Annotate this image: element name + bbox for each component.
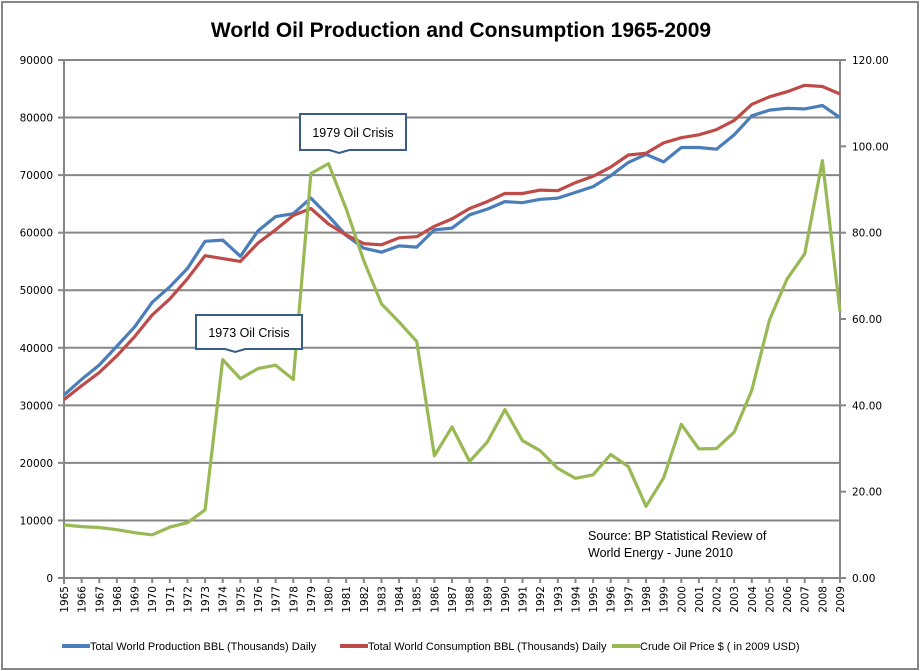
x-tick-label: 1969 bbox=[130, 586, 142, 613]
left-tick-label: 10000 bbox=[20, 515, 53, 527]
x-tick-label: 1992 bbox=[535, 586, 547, 613]
gridlines bbox=[64, 59, 840, 522]
x-tick-label: 1990 bbox=[500, 586, 512, 613]
annotation-callout bbox=[195, 314, 303, 354]
x-tick-label: 1989 bbox=[482, 586, 494, 613]
x-tick-label: 1976 bbox=[253, 586, 265, 613]
x-tick-label: 1987 bbox=[447, 586, 459, 613]
left-tick-label: 90000 bbox=[20, 55, 53, 67]
left-tick-label: 70000 bbox=[20, 170, 53, 182]
x-tick-label: 1984 bbox=[394, 586, 406, 613]
right-tick-label: 60.00 bbox=[852, 314, 882, 326]
x-tick-label: 1966 bbox=[77, 586, 89, 613]
legend-label-3: Crude Oil Price $ ( in 2009 USD) bbox=[640, 641, 800, 653]
x-tick-label: 2001 bbox=[694, 586, 706, 613]
x-tick-label: 1983 bbox=[376, 586, 388, 613]
right-tick-label: 100.00 bbox=[852, 141, 889, 153]
x-tick-label: 1996 bbox=[606, 586, 618, 613]
x-tick-label: 1980 bbox=[324, 586, 336, 613]
x-tick-label: 1998 bbox=[641, 586, 653, 613]
x-tick-label: 1986 bbox=[429, 586, 441, 613]
source-line-1: Source: BP Statistical Review of bbox=[588, 529, 767, 543]
x-tick-label: 1973 bbox=[200, 586, 212, 613]
x-tick-label: 1977 bbox=[271, 586, 283, 613]
x-tick-label: 2003 bbox=[729, 586, 741, 613]
legend-label-1: Total World Production BBL (Thousands) D… bbox=[90, 641, 317, 653]
x-tick-label: 1967 bbox=[94, 586, 106, 613]
left-tick-label: 30000 bbox=[20, 400, 53, 412]
x-tick-label: 1971 bbox=[165, 586, 177, 613]
axes: 0 10000 20000 30000 40000 50000 60000 70000 8000… bbox=[20, 55, 889, 613]
x-tick-label: 1970 bbox=[147, 586, 159, 613]
series-line-3 bbox=[63, 159, 842, 537]
annotation-label: 1979 Oil Crisis bbox=[312, 126, 393, 140]
x-tick-label: 1993 bbox=[553, 586, 565, 613]
left-tick-label: 40000 bbox=[20, 343, 53, 355]
annotations: 1973 Oil Crisis 1979 Oil Crisis bbox=[195, 113, 407, 354]
x-tick-label: 1995 bbox=[588, 586, 600, 613]
series-line-2 bbox=[63, 83, 841, 401]
x-tick-label: 1988 bbox=[465, 586, 477, 613]
series-lines bbox=[62, 83, 842, 537]
series-line-1 bbox=[62, 103, 841, 397]
x-tick-label: 2006 bbox=[782, 586, 794, 613]
source-note: Source: BP Statistical Review of World E… bbox=[588, 529, 767, 560]
annotation-callout bbox=[299, 113, 407, 155]
x-tick-label: 1975 bbox=[235, 586, 247, 613]
x-tick-label: 2004 bbox=[747, 586, 759, 613]
annotation-label: 1973 Oil Crisis bbox=[208, 326, 289, 340]
x-tick-label: 1978 bbox=[288, 586, 300, 613]
x-tick-label: 1968 bbox=[112, 586, 124, 613]
chart-title: World Oil Production and Consumption 196… bbox=[211, 19, 711, 42]
x-tick-label: 1994 bbox=[570, 586, 582, 613]
x-tick-label: 1965 bbox=[59, 586, 71, 613]
x-tick-label: 1985 bbox=[412, 586, 424, 613]
x-tick-label: 1981 bbox=[341, 586, 353, 613]
x-tick-label: 1997 bbox=[623, 586, 635, 613]
left-tick-label: 80000 bbox=[20, 113, 53, 125]
x-tick-label: 2000 bbox=[676, 586, 688, 613]
x-tick-label: 2008 bbox=[817, 586, 829, 613]
source-line-2: World Energy - June 2010 bbox=[588, 546, 733, 560]
x-tick-label: 1999 bbox=[659, 586, 671, 613]
x-tick-label: 1972 bbox=[182, 586, 194, 613]
right-tick-label: 80.00 bbox=[852, 228, 882, 240]
left-tick-label: 0 bbox=[46, 573, 53, 585]
right-tick-label: 40.00 bbox=[852, 400, 882, 412]
x-tick-label: 2009 bbox=[835, 586, 847, 613]
x-tick-label: 2002 bbox=[712, 586, 724, 613]
left-tick-label: 60000 bbox=[20, 228, 53, 240]
left-tick-label: 50000 bbox=[20, 285, 53, 297]
legend: Total World Production BBL (Thousands) D… bbox=[62, 641, 800, 653]
x-tick-label: 1979 bbox=[306, 586, 318, 613]
x-tick-label: 2007 bbox=[800, 586, 812, 613]
x-tick-label: 1982 bbox=[359, 586, 371, 613]
right-tick-label: 20.00 bbox=[852, 487, 882, 499]
right-tick-label: 0.00 bbox=[852, 573, 875, 585]
x-tick-label: 1991 bbox=[518, 586, 530, 613]
right-tick-label: 120.00 bbox=[852, 55, 889, 67]
legend-label-2: Total World Consumption BBL (Thousands) … bbox=[368, 641, 607, 653]
x-tick-label: 1974 bbox=[218, 586, 230, 613]
x-tick-label: 2005 bbox=[764, 586, 776, 613]
left-tick-label: 20000 bbox=[20, 458, 53, 470]
